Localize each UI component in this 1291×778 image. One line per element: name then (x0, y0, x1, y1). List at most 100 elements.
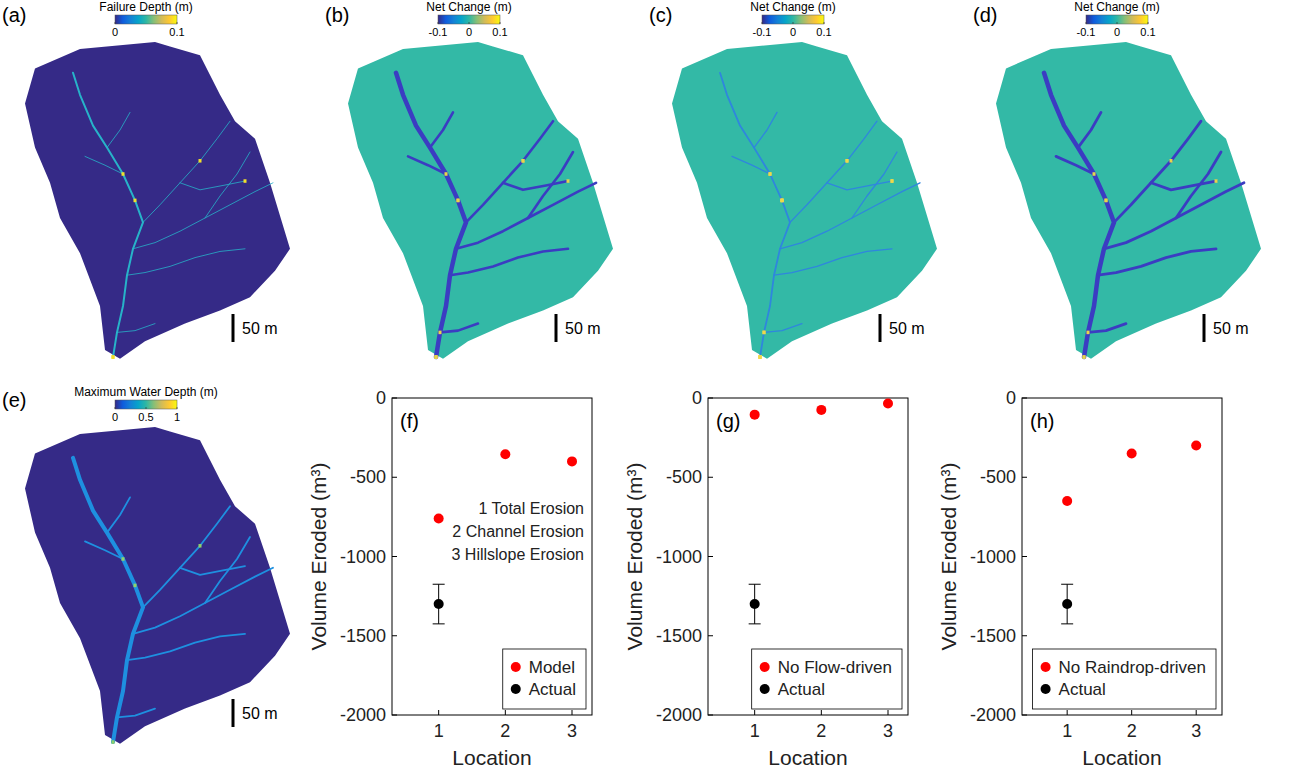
y-tick-label: -1500 (970, 626, 1016, 646)
colorbar-tick (500, 22, 501, 24)
colorbar-tick-label: 0.1 (169, 26, 184, 38)
y-tick-label: 0 (376, 388, 386, 408)
error-bar (1061, 584, 1073, 624)
legend-marker (1041, 684, 1051, 694)
annotation: 1 Total Erosion (478, 500, 584, 517)
legend-label: No Raindrop-driven (1059, 658, 1206, 677)
colorbar-tick (177, 22, 178, 24)
scale-label: 50 m (242, 320, 278, 337)
colorbar-tick-label: 0 (466, 26, 472, 38)
legend: No Raindrop-driven Actual (1033, 649, 1216, 709)
fleck (759, 355, 762, 359)
map-panel: (c)Net Change (m)-0.100.150 m (649, 0, 937, 359)
y-tick (1022, 477, 1027, 478)
colorbar-tick (793, 22, 794, 24)
colorbar-tick-label: -0.1 (753, 26, 772, 38)
scale-label: 50 m (242, 705, 278, 722)
channel (430, 112, 453, 147)
x-tick-label: 3 (883, 721, 893, 741)
x-tick (888, 710, 889, 715)
y-tick (392, 477, 397, 478)
y-tick-label: -1000 (340, 547, 386, 567)
scale-bar (555, 314, 558, 342)
channel (143, 506, 230, 607)
fleck (763, 331, 766, 335)
y-tick-label: -1000 (970, 547, 1016, 567)
channel (133, 568, 273, 634)
map-panel: (b)Net Change (m)-0.100.150 m (325, 0, 613, 359)
fleck (846, 159, 849, 163)
colorbar-tick (177, 407, 178, 409)
y-tick-label: -2000 (656, 705, 702, 725)
x-tick (1067, 710, 1068, 715)
colorbar (115, 15, 177, 24)
catchment (25, 42, 290, 359)
legend-label: Actual (1059, 680, 1106, 699)
fleck (112, 740, 115, 744)
fleck (781, 199, 784, 203)
fleck (891, 179, 894, 183)
fleck (445, 172, 448, 176)
point (750, 599, 760, 609)
fleck (781, 199, 784, 203)
marks (1061, 441, 1201, 624)
y-axis-title: Volume Eroded (m³) (623, 463, 646, 651)
y-tick (708, 398, 713, 399)
fleck (567, 179, 570, 183)
y-tick-label: 0 (692, 388, 702, 408)
colorbar (115, 400, 177, 409)
x-tick (1131, 710, 1132, 715)
channel (396, 73, 466, 357)
panel-label: (c) (649, 4, 672, 26)
x-tick (754, 710, 755, 715)
channel (1151, 181, 1216, 190)
y-tick-label: 0 (1006, 388, 1016, 408)
fleck (769, 172, 772, 176)
fleck (435, 355, 438, 359)
fleck (439, 331, 442, 335)
fleck (457, 199, 460, 203)
legend: No Flow-drivenActual (752, 649, 902, 709)
x-tick (572, 710, 573, 715)
panel-label: (h) (1030, 410, 1054, 432)
scale-bar (879, 314, 882, 342)
channel (754, 112, 777, 147)
x-tick (438, 710, 439, 715)
panel-label: (b) (325, 4, 349, 26)
plot-frame (1022, 398, 1222, 715)
legend-label: No Flow-driven (778, 658, 892, 677)
fleck (1083, 355, 1086, 359)
colorbar-title: Maximum Water Depth (m) (74, 385, 218, 399)
scale-bar (232, 699, 235, 727)
point (883, 399, 893, 409)
plot-frame (392, 398, 592, 715)
fleck (891, 179, 894, 183)
colorbar-tick-label: 0.1 (1140, 26, 1155, 38)
channel (143, 121, 230, 222)
fleck (759, 355, 762, 359)
colorbar-tick (1086, 22, 1087, 24)
channel (456, 183, 596, 249)
channel (117, 324, 155, 333)
legend-box (503, 649, 586, 709)
legend-marker (511, 684, 521, 694)
channel (117, 709, 155, 718)
y-tick (392, 715, 397, 716)
fleck (457, 199, 460, 203)
y-tick (708, 556, 713, 557)
channel (827, 181, 892, 190)
x-tick (1196, 710, 1197, 715)
colorbar-tick-label: -0.1 (1077, 26, 1096, 38)
channel (205, 152, 250, 218)
scale-bar (232, 314, 235, 342)
fleck (1105, 199, 1108, 203)
colorbar-tick-label: 0 (1114, 26, 1120, 38)
fleck (1105, 199, 1108, 203)
colorbar-tick-label: 0.5 (138, 411, 153, 423)
catchment (348, 42, 613, 359)
fleck (781, 199, 784, 203)
channel (764, 324, 802, 333)
y-tick-label: -500 (980, 467, 1016, 487)
fleck (846, 159, 849, 163)
fleck (522, 159, 525, 163)
